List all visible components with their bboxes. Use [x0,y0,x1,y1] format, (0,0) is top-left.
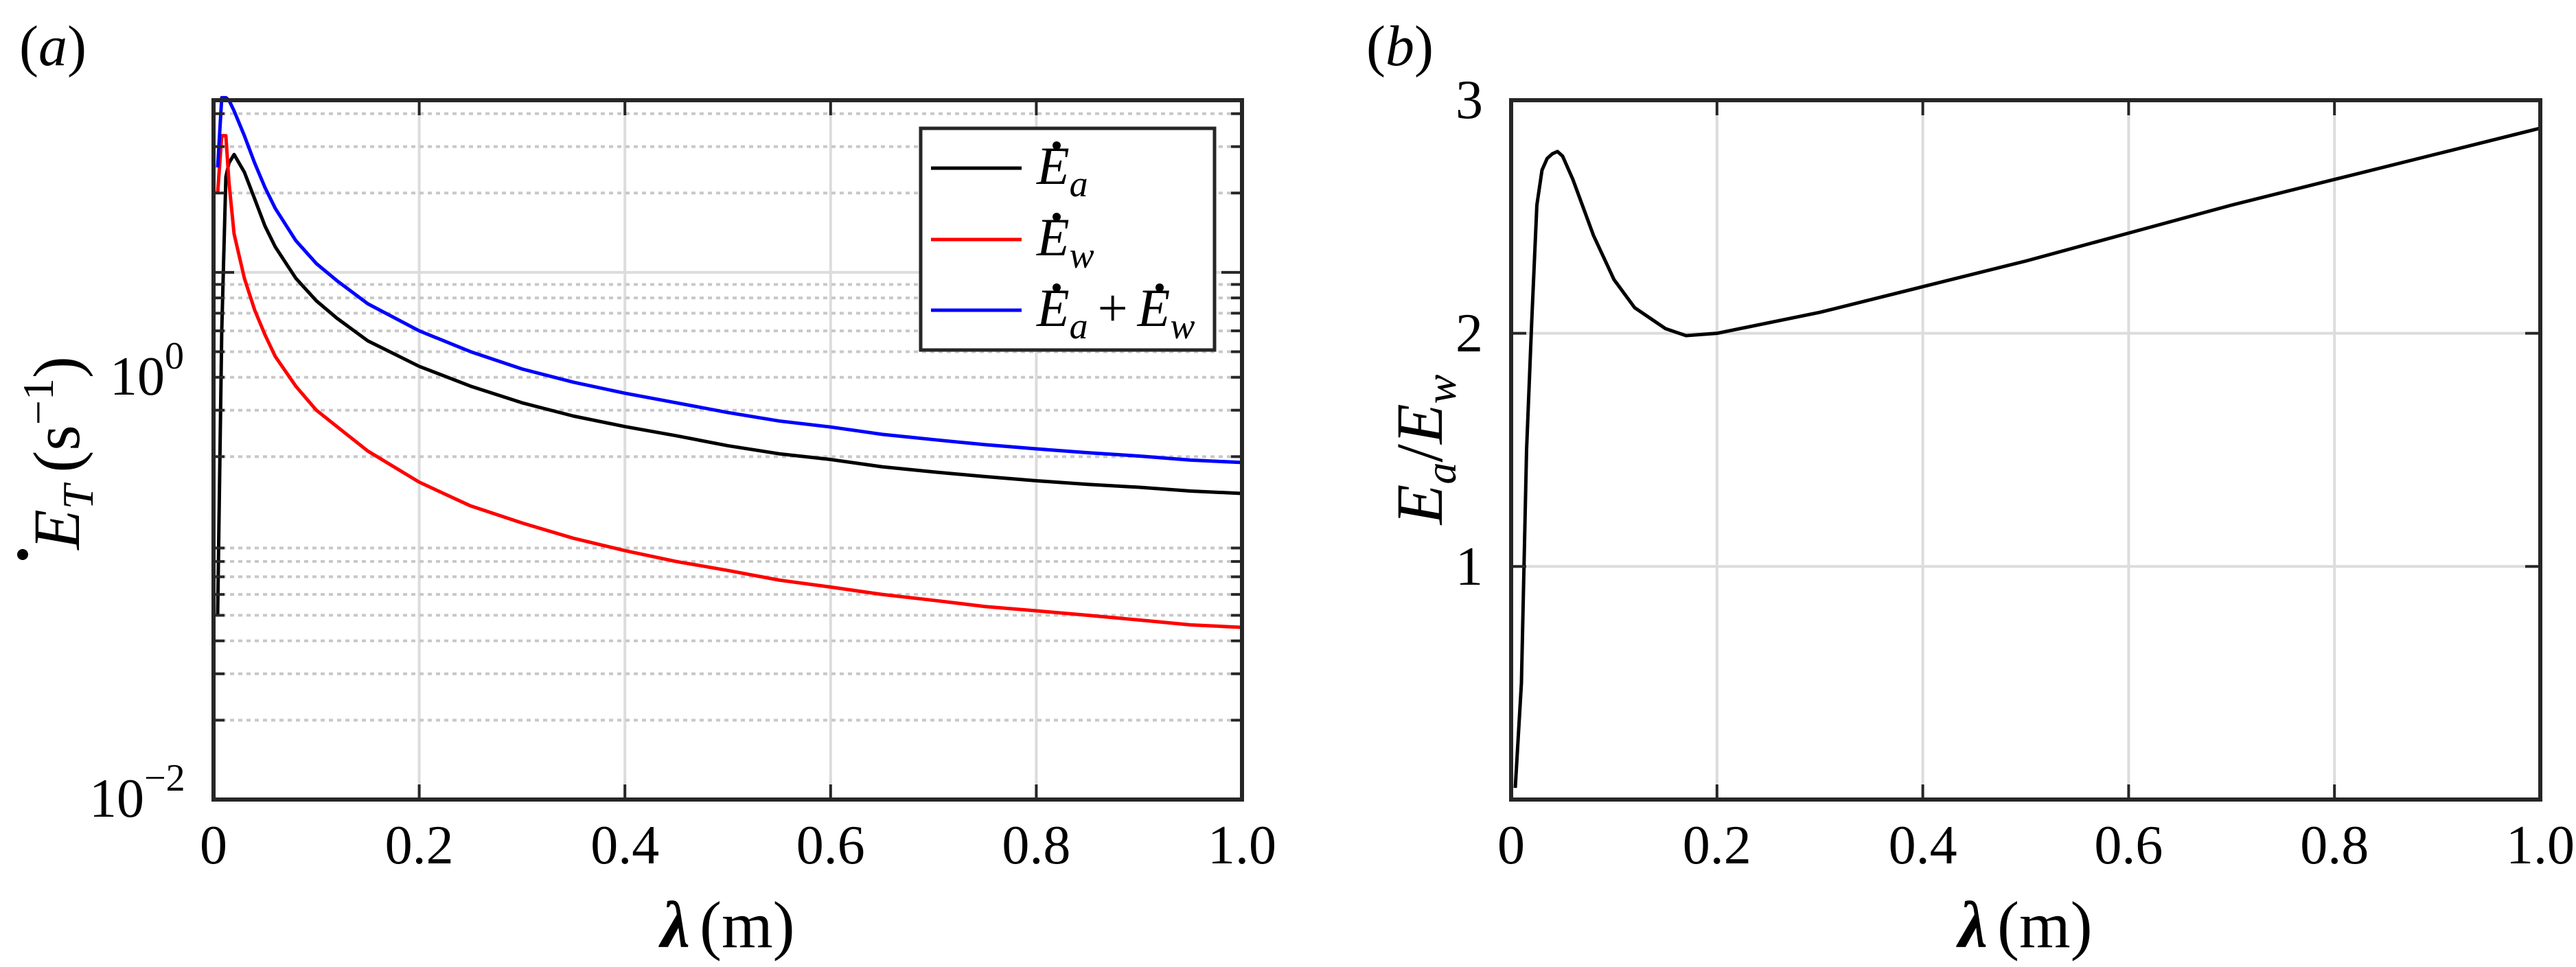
panel-b-ytick-2: 2 [1456,303,1483,364]
series-line [216,134,1243,629]
panel-a-frame [211,98,1244,802]
panel-b-ylabel: Ea/Ew [1383,374,1465,526]
svg-text:ET(s−1): ET(s−1) [14,356,102,551]
series-line [216,152,1243,616]
xtick-label: 0.2 [1683,815,1751,876]
panel-a-xlabel: λ (m) [658,888,794,962]
xtick-label: 0.4 [590,815,659,876]
xtick-label: 1.0 [2506,815,2575,876]
panel-b-ytick-1: 1 [1456,537,1483,597]
xtick-label: 0.8 [1002,815,1070,876]
panel-b-ytick-3: 3 [1456,70,1483,130]
xtick-label: 0.8 [2300,815,2369,876]
series-line [216,95,1243,465]
xtick-label: 0 [1497,815,1525,876]
panel-a-label: (a) [19,14,87,78]
legend-item-ea: Ea [931,136,1088,205]
series-line [1513,126,2541,789]
xtick-label: 0.6 [2094,815,2163,876]
legend-item-ew: Ew [931,207,1094,276]
legend-item-sum: Ea + Ew [931,278,1195,347]
panel-b-axes: 3 2 1 0 0.2 0.4 0.6 0.8 1.0 λ (m) Ea/Ew [1383,70,2575,962]
xtick-label: 0 [200,815,227,876]
xtick-label: 0.4 [1889,815,1957,876]
panel-b-ticks [1511,100,2540,800]
svg-text:Ea/Ew: Ea/Ew [1383,374,1465,526]
panel-a-axes: 100 10−2 0 0.2 0.4 0.6 0.8 1.0 λ (m) ET(s−1) E… [14,95,1276,962]
panel-a-ylabel: ET(s−1) [14,356,102,560]
panel-a-xtick-labels: 0 0.2 0.4 0.6 0.8 1.0 [200,815,1276,876]
panel-b-grid [1511,100,2540,800]
panel-b-label: (b) [1366,14,1434,78]
panel-b-frame [1509,98,2542,802]
xtick-label: 1.0 [1208,815,1276,876]
panel-a-series [216,95,1243,629]
panel-b-series [1513,126,2541,789]
panel-a-ytick-1e0: 100 [110,335,184,407]
dot-accent [17,549,28,560]
panel-a-ticks [214,100,1242,800]
svg-text:Ea+Ew: Ea + Ew [1036,278,1195,347]
panel-a-ytick-1e-2: 10−2 [89,757,185,829]
panel-b-xlabel: λ (m) [1955,888,2092,962]
panel-a-legend: Ea Ew Ea + Ew [919,126,1217,352]
panel-b-xtick-labels: 0 0.2 0.4 0.6 0.8 1.0 [1497,815,2575,876]
svg-text:Ew: Ew [1036,207,1094,276]
xtick-label: 0.6 [796,815,865,876]
xtick-label: 0.2 [385,815,454,876]
